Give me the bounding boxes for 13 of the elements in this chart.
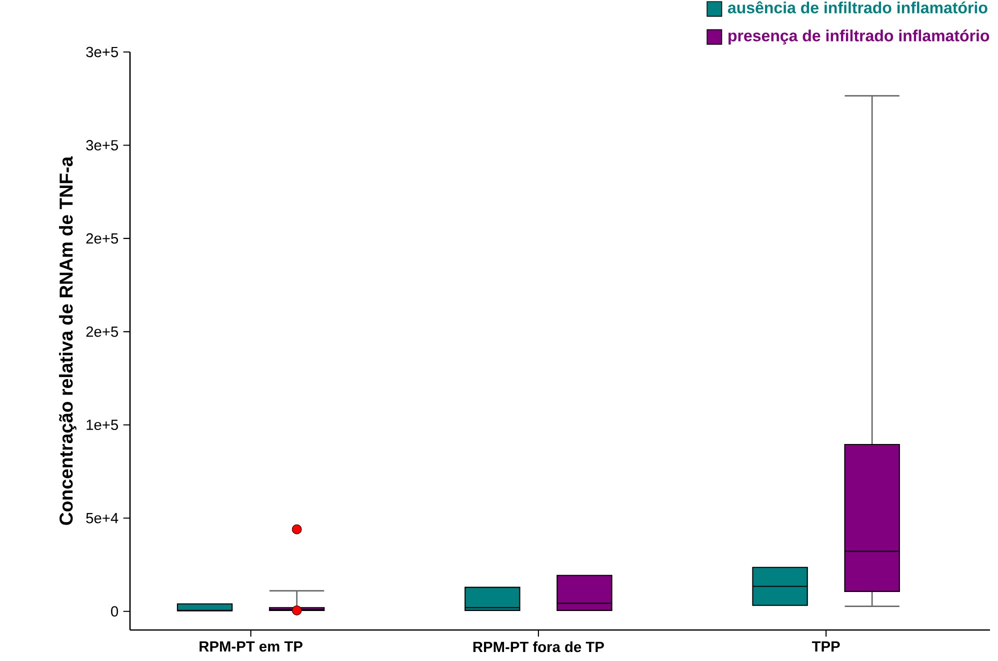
- y-axis-title: Concentração relativa de RNAm de TNF-a: [59, 156, 76, 525]
- y-tick-label: 3e+5: [86, 46, 118, 58]
- y-tick-label: 5e+4: [86, 513, 118, 524]
- y-tick-label: 0: [111, 606, 118, 617]
- x-tick-label: TPP: [812, 641, 840, 652]
- y-tick-label: 1e+5: [86, 420, 118, 430]
- x-tick-label: RPM-PT em TP: [200, 641, 302, 652]
- y-tick-label: 3e+5: [86, 140, 118, 150]
- legend-label: ausência de infiltrado inflamatório: [728, 1, 988, 14]
- legend-label: presença de infiltrado inflamatório: [728, 29, 990, 45]
- y-tick-label: 2e+5: [86, 326, 118, 337]
- y-tick-label: 2e+5: [86, 233, 118, 244]
- x-tick-label: RPM-PT fora de TP: [473, 641, 604, 652]
